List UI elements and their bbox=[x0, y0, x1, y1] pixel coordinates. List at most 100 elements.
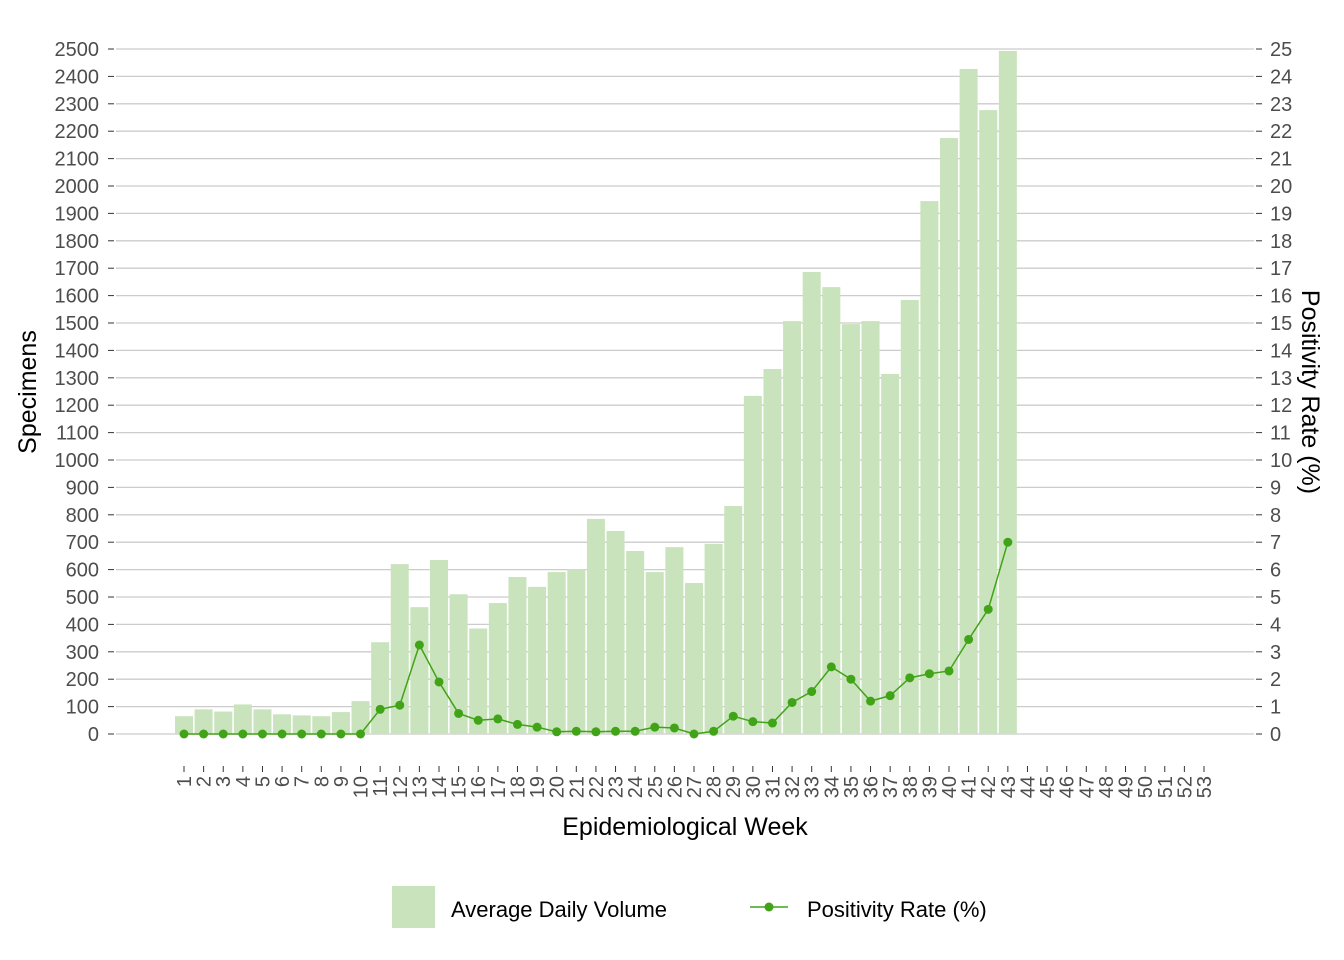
bar bbox=[508, 576, 527, 734]
positivity-point bbox=[375, 704, 385, 714]
positivity-point bbox=[199, 729, 209, 739]
positivity-point bbox=[826, 662, 836, 672]
bar bbox=[175, 716, 193, 734]
x-tick-label: 26 bbox=[664, 776, 686, 798]
bar bbox=[528, 586, 547, 734]
positivity-point bbox=[787, 697, 797, 707]
y2-tick-label: 19 bbox=[1270, 203, 1292, 225]
y-tick-label: 500 bbox=[66, 587, 99, 609]
legend: Average Daily Volume Positivity Rate (%) bbox=[392, 886, 987, 928]
x-tick-label: 42 bbox=[978, 776, 1000, 798]
x-tick-label: 39 bbox=[919, 776, 941, 798]
bar bbox=[292, 715, 311, 734]
x-tick-label: 20 bbox=[547, 776, 569, 798]
bar bbox=[626, 550, 645, 734]
positivity-line bbox=[179, 537, 1013, 739]
y2-tick-label: 13 bbox=[1270, 368, 1292, 390]
bar bbox=[959, 69, 978, 734]
positivity-point bbox=[297, 729, 307, 739]
positivity-point bbox=[454, 708, 464, 718]
positivity-point bbox=[846, 674, 856, 684]
y2-axis-title: Positivity Rate (%) bbox=[1296, 290, 1324, 494]
x-tick-label: 15 bbox=[449, 776, 471, 798]
x-tick-label: 8 bbox=[311, 776, 333, 787]
x-tick-label: 17 bbox=[488, 776, 510, 798]
positivity-point bbox=[1003, 537, 1013, 547]
y-tick-label: 800 bbox=[66, 505, 99, 527]
y2-tick-label: 15 bbox=[1270, 313, 1292, 335]
positivity-point bbox=[983, 604, 993, 614]
positivity-point bbox=[630, 726, 640, 736]
y2-tick-label: 3 bbox=[1270, 642, 1281, 664]
x-tick-label: 44 bbox=[1017, 776, 1039, 798]
x-tick-label: 11 bbox=[370, 776, 392, 797]
x-axis-title: Epidemiological Week bbox=[562, 813, 808, 841]
bar bbox=[881, 373, 900, 734]
y-tick-label: 200 bbox=[66, 669, 99, 691]
bar bbox=[233, 704, 252, 734]
x-tick-label: 9 bbox=[331, 776, 353, 787]
positivity-point bbox=[728, 711, 738, 721]
y-tick-label: 0 bbox=[88, 724, 99, 746]
bar bbox=[763, 369, 782, 734]
y2-tick-label: 7 bbox=[1270, 532, 1281, 554]
y-tick-label: 1800 bbox=[55, 231, 100, 253]
x-tick-label: 41 bbox=[959, 776, 981, 798]
bar bbox=[645, 572, 664, 734]
y-tick-label: 1000 bbox=[55, 450, 100, 472]
x-tick-label: 45 bbox=[1037, 776, 1059, 798]
x-tick-label: 52 bbox=[1174, 776, 1196, 798]
legend-label-bar: Average Daily Volume bbox=[451, 897, 667, 922]
bar bbox=[783, 321, 802, 734]
bar bbox=[586, 518, 605, 734]
x-tick-label: 46 bbox=[1057, 776, 1079, 798]
positivity-point bbox=[689, 729, 699, 739]
legend-swatch-bar bbox=[392, 886, 435, 928]
positivity-point bbox=[767, 718, 777, 728]
x-tick-label: 14 bbox=[429, 776, 451, 798]
y-tick-label: 2100 bbox=[55, 149, 100, 171]
x-tick-label: 2 bbox=[194, 776, 216, 787]
y-tick-label: 300 bbox=[66, 642, 99, 664]
x-tick-label: 23 bbox=[606, 776, 628, 798]
x-tick-label: 34 bbox=[821, 776, 843, 798]
y2-tick-label: 14 bbox=[1270, 340, 1292, 362]
positivity-point bbox=[316, 729, 326, 739]
bar bbox=[606, 530, 625, 734]
y-tick-label: 600 bbox=[66, 560, 99, 582]
x-tick-label: 4 bbox=[233, 776, 255, 787]
y-tick-label: 1600 bbox=[55, 286, 100, 308]
gridlines bbox=[116, 48, 1254, 735]
bar bbox=[802, 272, 821, 734]
positivity-point bbox=[905, 673, 915, 683]
y2-tick-label: 24 bbox=[1270, 66, 1292, 88]
x-tick-label: 53 bbox=[1194, 776, 1216, 798]
positivity-point bbox=[257, 729, 267, 739]
bar bbox=[371, 642, 390, 734]
y-tick-label: 2000 bbox=[55, 176, 100, 198]
y-tick-label: 2200 bbox=[55, 121, 100, 143]
y-tick-label: 1200 bbox=[55, 395, 100, 417]
legend-label-line: Positivity Rate (%) bbox=[807, 897, 987, 922]
bar bbox=[822, 287, 841, 734]
bar bbox=[998, 50, 1017, 735]
y-tick-label: 2400 bbox=[55, 66, 100, 88]
x-tick-label: 40 bbox=[939, 776, 961, 798]
bar bbox=[351, 701, 370, 734]
x-tick-label: 13 bbox=[409, 776, 431, 798]
x-tick-label: 37 bbox=[880, 776, 902, 798]
positivity-point bbox=[356, 729, 366, 739]
positivity-point bbox=[238, 729, 248, 739]
x-tick-label: 47 bbox=[1076, 776, 1098, 798]
positivity-point bbox=[807, 687, 817, 697]
x-axis: 1234567891011121314151617181920212223242… bbox=[174, 766, 1216, 798]
y-tick-label: 700 bbox=[66, 532, 99, 554]
y-axis-right: 0123456789101112131415161718192021222324… bbox=[1256, 39, 1292, 746]
x-tick-label: 21 bbox=[566, 776, 588, 798]
y2-tick-label: 18 bbox=[1270, 231, 1292, 253]
bar bbox=[724, 506, 743, 734]
y2-tick-label: 0 bbox=[1270, 724, 1281, 746]
positivity-point bbox=[179, 729, 189, 739]
positivity-point bbox=[473, 715, 483, 725]
